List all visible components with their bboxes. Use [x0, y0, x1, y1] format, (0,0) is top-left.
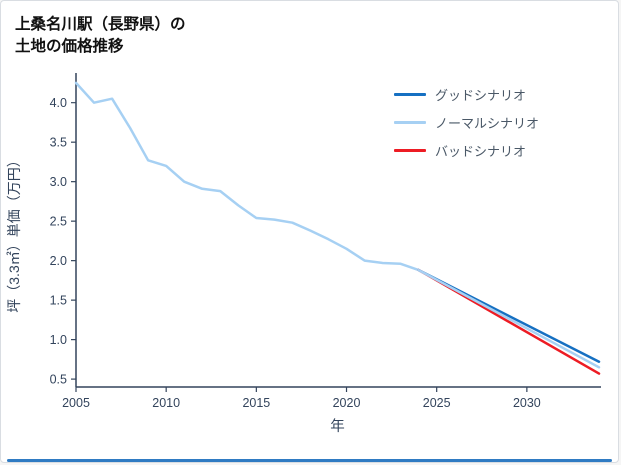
- legend-item-normal-scenario: ノーマルシナリオ: [394, 113, 539, 132]
- x-tick-label: 2005: [62, 396, 90, 410]
- legend-item-bad-scenario: バッドシナリオ: [394, 141, 539, 160]
- y-axis-title: 坪（3.3㎡）単価（万円）: [6, 153, 22, 312]
- y-tick-label: 3.5: [50, 136, 67, 150]
- legend-label-good-scenario: グッドシナリオ: [435, 87, 527, 103]
- chart-title-line2: 土地の価格推移: [15, 38, 124, 56]
- x-tick-label: 2020: [333, 396, 361, 410]
- legend-label-bad-scenario: バッドシナリオ: [435, 143, 527, 159]
- y-tick-label: 4.0: [50, 96, 67, 110]
- chart-title: 上桑名川駅（長野県）の 土地の価格推移: [1, 1, 618, 59]
- y-tick-label: 1.5: [50, 294, 67, 308]
- x-tick-label: 2025: [423, 396, 451, 410]
- y-tick-label: 2.0: [50, 254, 67, 268]
- x-tick-labels: 2005 2010 2015 2020 2025 2030: [62, 386, 541, 410]
- chart-area: 2005 2010 2015 2020 2025 2030 0.5 1.0 1.5 2.0 2.5 3…: [1, 59, 618, 451]
- y-tick-label: 3.0: [50, 175, 67, 189]
- y-tick-label: 0.5: [50, 373, 67, 387]
- bottom-accent-bar: [7, 459, 612, 462]
- normal-scenario-line-swatch: [394, 120, 426, 124]
- x-tick-label: 2015: [242, 396, 270, 410]
- x-tick-label: 2010: [152, 396, 180, 410]
- x-axis-title: 年: [330, 418, 345, 435]
- bad-scenario-line-swatch: [394, 148, 426, 152]
- history-price-line: [74, 81, 420, 272]
- good-scenario-line-swatch: [394, 92, 426, 96]
- normal-scenario-line: [417, 268, 601, 369]
- price-trend-chart: 2005 2010 2015 2020 2025 2030 0.5 1.0 1.5 2.0 2.5 3…: [6, 72, 601, 435]
- y-tick-label: 1.0: [50, 333, 67, 347]
- y-tick-label: 2.5: [50, 215, 67, 229]
- legend-label-normal-scenario: ノーマルシナリオ: [435, 115, 540, 131]
- x-tick-label: 2030: [513, 396, 541, 410]
- chart-title-line1: 上桑名川駅（長野県）の: [15, 16, 186, 33]
- legend-item-good-scenario: グッドシナリオ: [394, 85, 539, 104]
- y-tick-labels: 0.5 1.0 1.5 2.0 2.5 3.0 3.5 4.0: [50, 96, 76, 387]
- axes: [75, 72, 601, 388]
- chart-legend: グッドシナリオ ノーマルシナリオ バッドシナリオ: [394, 85, 539, 169]
